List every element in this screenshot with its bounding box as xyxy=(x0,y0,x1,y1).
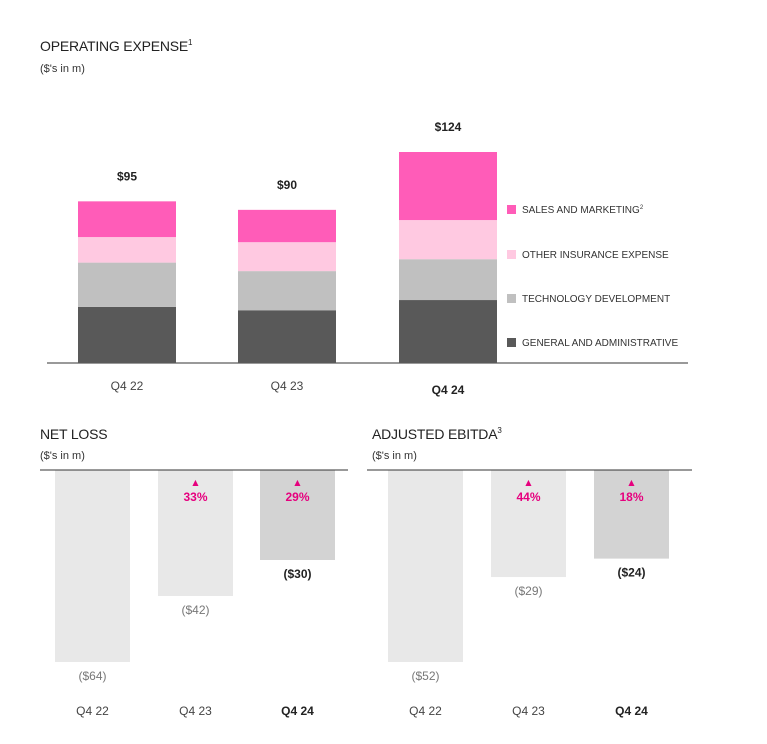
opex-title: OPERATING EXPENSE1 xyxy=(40,38,193,54)
up-arrow-icon: ▲ xyxy=(628,478,635,487)
legend-swatch xyxy=(507,294,516,303)
opex-segment-technology xyxy=(238,271,336,311)
ebitda-category-label: Q4 23 xyxy=(512,704,545,718)
ebitda-title: ADJUSTED EBITDA3 xyxy=(372,426,502,442)
ebitda-bar xyxy=(388,470,463,662)
opex-segment-other-insurance xyxy=(238,242,336,272)
net-loss-value-label: ($42) xyxy=(181,603,209,617)
net-loss-unit: ($'s in m) xyxy=(40,450,85,462)
net-loss-chart: ($64) Q4 22 ($42) ▲ 33% Q4 23 ($30) ▲ 29% Q4 24 xyxy=(40,469,348,718)
ebitda-chart: ($52) Q4 22 ($29) ▲ 44% Q4 23 ($24) ▲ 18% Q4 24 xyxy=(367,469,692,718)
net-loss-category-label: Q4 24 xyxy=(281,704,314,718)
opex-legend: SALES AND MARKETING2 OTHER INSURANCE EXPE… xyxy=(507,205,678,349)
net-loss-bar xyxy=(158,470,233,596)
ebitda-value-label: ($52) xyxy=(411,669,439,683)
opex-category-label: Q4 22 xyxy=(111,379,144,393)
ebitda-change-label: 18% xyxy=(619,490,643,504)
ebitda-value-label: ($24) xyxy=(617,566,645,580)
opex-total-label: $124 xyxy=(435,120,462,134)
opex-segment-other-insurance xyxy=(399,220,497,260)
legend-swatch xyxy=(507,205,516,214)
net-loss-category-label: Q4 22 xyxy=(76,704,109,718)
net-loss-change-label: 29% xyxy=(285,490,309,504)
legend-item-label: GENERAL AND ADMINISTRATIVE xyxy=(522,338,678,349)
opex-total-label: $95 xyxy=(117,169,137,183)
opex-segment-technology xyxy=(399,259,497,301)
legend-swatch xyxy=(507,250,516,259)
ebitda-category-label: Q4 22 xyxy=(409,704,442,718)
opex-segment-sales-marketing xyxy=(399,152,497,221)
net-loss-title: NET LOSS xyxy=(40,426,107,442)
legend-item-label: SALES AND MARKETING2 xyxy=(522,205,644,216)
legend-swatch xyxy=(507,338,516,347)
net-loss-bar xyxy=(260,470,335,560)
opex-segment-general-admin xyxy=(238,310,336,363)
ebitda-value-label: ($29) xyxy=(514,584,542,598)
opex-unit: ($'s in m) xyxy=(40,63,85,75)
legend-item-label: TECHNOLOGY DEVELOPMENT xyxy=(522,294,670,305)
opex-category-label: Q4 24 xyxy=(432,383,465,397)
opex-segment-sales-marketing xyxy=(238,209,336,243)
opex-segment-other-insurance xyxy=(78,237,176,263)
ebitda-bar xyxy=(594,470,669,559)
ebitda-title-footnote: 3 xyxy=(497,426,502,435)
ebitda-unit: ($'s in m) xyxy=(372,450,417,462)
ebitda-category-label: Q4 24 xyxy=(615,704,648,718)
legend-item-label: OTHER INSURANCE EXPENSE xyxy=(522,250,669,261)
net-loss-value-label: ($64) xyxy=(78,669,106,683)
opex-chart: $95 Q4 22 $90 Q4 23 $124 Q4 24 xyxy=(47,120,688,397)
opex-segment-technology xyxy=(78,262,176,307)
opex-segment-sales-marketing xyxy=(78,201,176,238)
net-loss-bar xyxy=(55,470,130,662)
net-loss-change-label: 33% xyxy=(183,490,207,504)
opex-segment-general-admin xyxy=(399,300,497,363)
opex-total-label: $90 xyxy=(277,178,297,192)
net-loss-value-label: ($30) xyxy=(283,567,311,581)
opex-segment-general-admin xyxy=(78,306,176,363)
ebitda-change-label: 44% xyxy=(516,490,540,504)
opex-title-footnote: 1 xyxy=(188,38,193,47)
up-arrow-icon: ▲ xyxy=(525,478,532,487)
opex-category-label: Q4 23 xyxy=(271,379,304,393)
up-arrow-icon: ▲ xyxy=(294,478,301,487)
up-arrow-icon: ▲ xyxy=(192,478,199,487)
net-loss-category-label: Q4 23 xyxy=(179,704,212,718)
ebitda-bar xyxy=(491,470,566,578)
